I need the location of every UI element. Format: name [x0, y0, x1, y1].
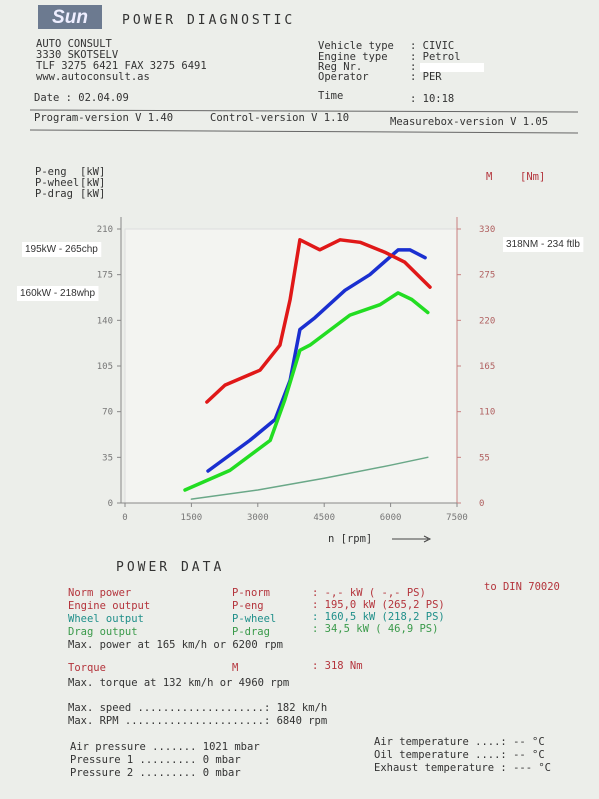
y2-tick-label: 55: [479, 453, 490, 463]
annotation: 318NM - 234 ftlb: [506, 239, 580, 250]
x-tick-label: 4500: [313, 513, 335, 523]
row-value: : 318 Nm: [312, 660, 363, 672]
y-tick-label: 105: [97, 362, 113, 372]
vehicle-label: Reg Nr.: [318, 61, 362, 73]
annotation-box: [17, 286, 99, 301]
y2-tick-label: 110: [479, 408, 495, 418]
logo-box: [38, 5, 102, 29]
series-line: [206, 248, 427, 473]
row-symbol: P-eng: [232, 600, 264, 612]
y2-axis-unit: [Nm]: [520, 171, 545, 183]
y2-tick-label: 275: [479, 271, 495, 281]
row-text: Max. power at 165 km/h or 6200 rpm: [68, 639, 283, 651]
y2-axis-label: M: [486, 171, 492, 183]
x-tick-label: 0: [122, 513, 127, 523]
row-symbol: P-drag: [232, 626, 270, 638]
shop-line: AUTO CONSULT: [36, 38, 113, 50]
row-value: : 195,0 kW (265,2 PS): [312, 599, 445, 611]
series-line: [183, 291, 430, 492]
vehicle-value: : PER: [410, 71, 442, 83]
y-tick-label: 175: [97, 271, 113, 281]
y2-tick-label: 165: [479, 362, 495, 372]
y-tick-label: 35: [102, 453, 113, 463]
vehicle-label: Engine type: [318, 51, 388, 63]
shop-line: www.autoconsult.as: [36, 71, 150, 83]
y2-tick-label: 220: [479, 316, 495, 326]
y-tick-label: 0: [108, 499, 113, 509]
y-tick-label: 210: [97, 225, 113, 235]
date: Date : 02.04.09: [34, 92, 129, 104]
plot-area: [124, 228, 458, 504]
arrow-head: [423, 535, 432, 543]
time-value: : 10:18: [410, 93, 454, 105]
row-label: Engine output: [68, 600, 150, 612]
y-tick-label: 70: [102, 408, 113, 418]
row-text: Max. RPM ......................: 6840 rp…: [68, 715, 327, 727]
annotation: 160kW - 218whp: [20, 288, 95, 299]
annotation-box: [22, 242, 102, 257]
row-note: to DIN 70020: [484, 581, 560, 593]
title: POWER DIAGNOSTIC: [122, 13, 295, 28]
legend-label: P-drag: [35, 188, 73, 200]
row-value: : -,- kW ( -,- PS): [312, 587, 426, 599]
vehicle-value: : CIVIC: [410, 40, 454, 52]
annotation: 195kW - 265chp: [25, 244, 98, 255]
logo: Sun: [52, 7, 88, 28]
row-label: Norm power: [68, 587, 131, 599]
x-tick-label: 3000: [247, 513, 269, 523]
legend-label: P-eng: [35, 166, 67, 178]
chart: n [rpm] M [Nm] 0 35 70 105 140 175 210 0 55 110 16…: [17, 166, 584, 545]
row-symbol: P-norm: [232, 587, 270, 599]
rule: [29, 109, 579, 113]
vehicle-label: Vehicle type: [318, 40, 394, 52]
legend-unit: [kW]: [80, 166, 105, 178]
legend-unit: [kW]: [80, 188, 105, 200]
row-label: Torque: [68, 662, 106, 674]
row-value: : 160,5 kW (218,2 PS): [312, 611, 445, 623]
x-axis-label: n [rpm]: [328, 533, 372, 545]
vehicle-value: : Petrol: [410, 51, 461, 63]
row-text: Max. speed ....................: 182 km/…: [68, 702, 327, 714]
y2-tick-label: 0: [479, 499, 484, 509]
version: Program-version V 1.40: [34, 112, 173, 124]
time-label: Time: [318, 90, 343, 102]
row-text: Oil temperature ....: -- °C: [374, 749, 545, 761]
vehicle-value: :: [410, 61, 416, 73]
shop-line: 3330 SKOTSELV: [36, 49, 119, 61]
y-tick-label: 140: [97, 316, 113, 326]
version: Control-version V 1.10: [210, 112, 349, 124]
rule: [29, 129, 579, 134]
row-text: Air pressure ....... 1021 mbar: [70, 741, 260, 753]
x-tick-label: 6000: [380, 513, 402, 523]
version: Measurebox-version V 1.05: [390, 116, 548, 128]
series-line: [205, 238, 432, 404]
row-text: Pressure 1 ......... 0 mbar: [70, 754, 241, 766]
legend-unit: [kW]: [80, 177, 105, 189]
row-label: Wheel output: [68, 613, 144, 625]
row-label: Drag output: [68, 626, 138, 638]
x-tick-label: 7500: [446, 513, 468, 523]
row-symbol: P-wheel: [232, 613, 276, 625]
shop-line: TLF 3275 6421 FAX 3275 6491: [36, 60, 207, 72]
redaction: [420, 63, 484, 72]
row-symbol: M: [232, 662, 238, 674]
row-text: Exhaust temperature : --- °C: [374, 762, 551, 774]
y2-tick-label: 330: [479, 225, 495, 235]
series-line: [190, 456, 429, 500]
row-text: Max. torque at 132 km/h or 4960 rpm: [68, 677, 289, 689]
x-tick-label: 1500: [181, 513, 203, 523]
section-title: POWER DATA: [116, 560, 224, 575]
row-text: Air temperature ....: -- °C: [374, 736, 545, 748]
row-text: Pressure 2 ......... 0 mbar: [70, 767, 241, 779]
legend-label: P-wheel: [35, 177, 79, 189]
row-value: : 34,5 kW ( 46,9 PS): [312, 623, 438, 635]
vehicle-label: Operator: [318, 71, 369, 83]
annotation-box: [503, 237, 584, 252]
